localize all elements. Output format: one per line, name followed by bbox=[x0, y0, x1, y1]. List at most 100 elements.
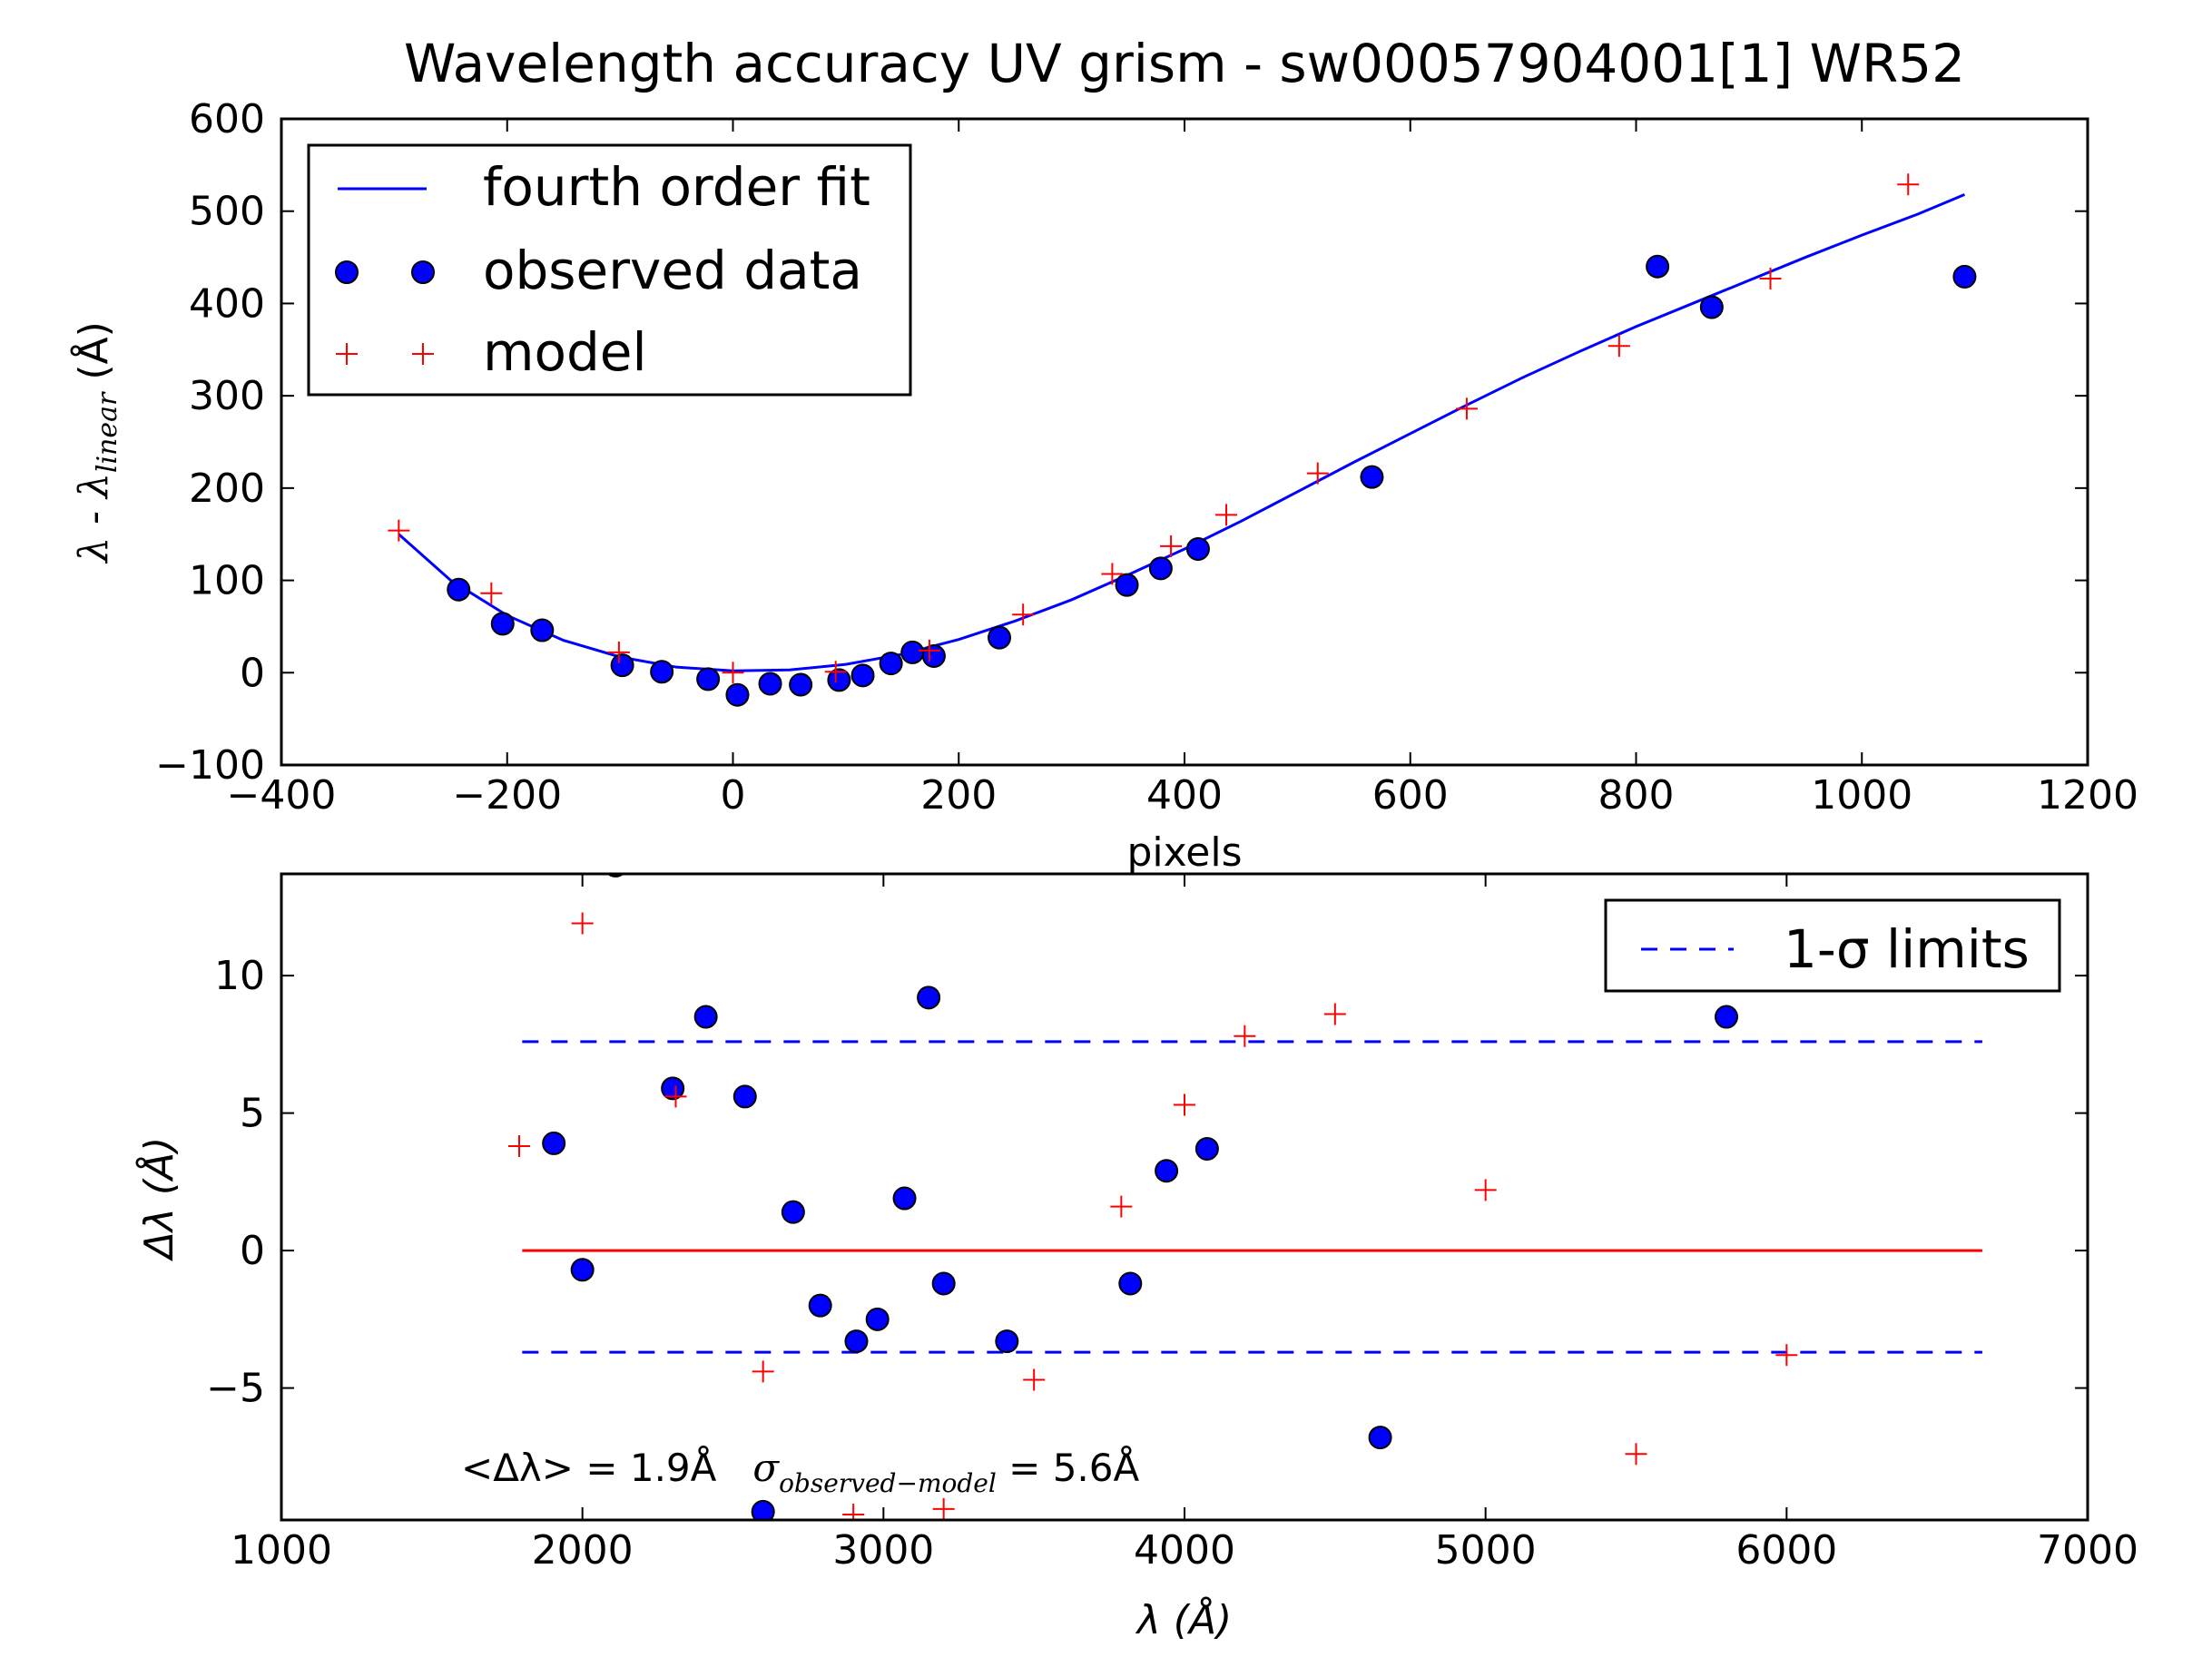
residual-observed-point bbox=[693, 1005, 718, 1029]
model-point bbox=[388, 519, 410, 542]
residual-model-point bbox=[1110, 1195, 1133, 1218]
top-x-tick-label: −200 bbox=[452, 772, 562, 819]
bottom-legend: 1-σ limits bbox=[1604, 898, 2061, 993]
top-y-tick-label: 200 bbox=[189, 466, 265, 512]
legend-observed-marker bbox=[335, 260, 359, 284]
top-x-tick-label: 1000 bbox=[1811, 772, 1912, 819]
top-x-tick-label: −400 bbox=[227, 772, 337, 819]
top-y-tick-label: 600 bbox=[189, 96, 265, 142]
legend-model-marker bbox=[336, 343, 434, 365]
residual-observed-point bbox=[1715, 1005, 1738, 1029]
model-point bbox=[1012, 603, 1035, 626]
residual-observed-point bbox=[542, 1131, 566, 1155]
residual-observed-point bbox=[995, 1329, 1019, 1354]
legend-fit-label: fourth order fit bbox=[483, 156, 870, 218]
bottom-x-tick-label: 6000 bbox=[1735, 1527, 1837, 1574]
residual-model-point bbox=[1023, 1368, 1046, 1391]
top-y-label-prefix: λ - λ bbox=[71, 473, 117, 564]
residual-model-point bbox=[932, 1497, 955, 1520]
bottom-axis-ticks: 1000 2000 3000 4000 5000 6000 7000 −5 0 5 10 bbox=[206, 874, 2138, 1574]
bottom-chart: 1000 2000 3000 4000 5000 6000 7000 −5 0 5 10 λ (Å)… bbox=[134, 872, 2138, 1643]
top-y-axis-label: λ - λlinear (Å) bbox=[69, 321, 123, 564]
top-y-tick-label: 400 bbox=[189, 280, 265, 327]
residual-observed-point bbox=[892, 1186, 917, 1211]
observed-point bbox=[758, 672, 782, 696]
legend-observed-marker bbox=[411, 260, 435, 284]
model-point bbox=[1455, 397, 1478, 420]
observed-point bbox=[1360, 465, 1384, 489]
bottom-y-tick-label: −5 bbox=[206, 1366, 265, 1412]
residual-observed-point bbox=[781, 1200, 805, 1224]
legend-observed-label: observed data bbox=[483, 240, 862, 301]
model-point bbox=[1607, 335, 1630, 358]
residual-model-point bbox=[1775, 1344, 1798, 1367]
observed-point bbox=[1952, 264, 1977, 289]
residual-model-point bbox=[1174, 1093, 1195, 1116]
bottom-y-axis-label: Δλ (Å) bbox=[134, 1137, 182, 1262]
model-point bbox=[1101, 563, 1124, 585]
bottom-x-tick-label: 2000 bbox=[532, 1527, 634, 1574]
bottom-plot-marks bbox=[508, 874, 1982, 1520]
model-point bbox=[1160, 534, 1183, 557]
top-y-tick-label: 300 bbox=[189, 373, 265, 419]
residual-model-point bbox=[508, 1134, 531, 1157]
bottom-y-tick-label: 5 bbox=[240, 1091, 265, 1137]
bottom-x-tick-label: 5000 bbox=[1435, 1527, 1537, 1574]
observed-point bbox=[879, 652, 903, 676]
model-point bbox=[480, 582, 503, 604]
top-x-tick-label: 600 bbox=[1372, 772, 1449, 819]
top-y-tick-label: 100 bbox=[189, 558, 265, 604]
bottom-x-tick-label: 7000 bbox=[2037, 1527, 2138, 1574]
bottom-y-tick-label: 10 bbox=[214, 953, 265, 999]
legend-model-label: model bbox=[483, 321, 647, 383]
residual-model-point bbox=[1234, 1025, 1256, 1047]
observed-point bbox=[530, 618, 555, 642]
residual-observed-point bbox=[844, 1329, 869, 1354]
sigma-subscript: observed−model bbox=[779, 1468, 997, 1498]
residual-model-point bbox=[1474, 1179, 1497, 1201]
chart-title: Wavelength accuracy UV grism - sw0005790… bbox=[404, 33, 1965, 94]
residual-model-point bbox=[1323, 1003, 1346, 1025]
top-legend: fourth order fit observed data model bbox=[307, 143, 912, 397]
observed-point bbox=[789, 672, 813, 697]
residual-model-point bbox=[664, 1085, 687, 1108]
statistics-annotation: <Δλ> = 1.9Å σobserved−model = 5.6Å bbox=[461, 1445, 1139, 1498]
bottom-y-tick-label: 0 bbox=[240, 1228, 265, 1274]
model-point bbox=[918, 639, 940, 662]
top-x-tick-label: 200 bbox=[920, 772, 997, 819]
observed-point bbox=[1699, 295, 1724, 319]
model-point bbox=[824, 661, 847, 683]
top-y-tick-label: −100 bbox=[155, 742, 265, 789]
top-x-axis-label: pixels bbox=[1126, 829, 1242, 876]
residual-observed-point bbox=[865, 1307, 890, 1331]
residual-observed-point bbox=[917, 985, 941, 1010]
top-y-tick-label: 500 bbox=[189, 189, 265, 235]
bottom-x-tick-label: 4000 bbox=[1134, 1527, 1235, 1574]
residual-observed-point bbox=[1118, 1271, 1143, 1296]
residual-model-point bbox=[842, 1503, 865, 1520]
residual-observed-point bbox=[1368, 1426, 1392, 1450]
observed-point bbox=[650, 660, 674, 684]
sigma-value-text: = 5.6Å bbox=[997, 1445, 1140, 1490]
residual-observed-point bbox=[661, 1076, 685, 1101]
model-point bbox=[1759, 267, 1782, 289]
residual-observed-point bbox=[808, 1293, 832, 1318]
top-axis-ticks: −400 −200 0 200 400 600 800 1000 1200 −100 0 100 200… bbox=[155, 96, 2138, 819]
observed-point bbox=[490, 612, 515, 636]
model-point bbox=[1215, 504, 1238, 526]
observed-point bbox=[850, 663, 875, 688]
top-x-tick-label: 0 bbox=[721, 772, 746, 819]
top-x-tick-label: 1200 bbox=[2037, 772, 2138, 819]
top-y-label-suffix: (Å) bbox=[69, 321, 117, 392]
model-point bbox=[607, 641, 630, 663]
top-x-tick-label: 800 bbox=[1598, 772, 1675, 819]
bottom-legend-box bbox=[1604, 898, 2061, 993]
observed-point bbox=[447, 577, 471, 602]
top-chart: Wavelength accuracy UV grism - sw0005790… bbox=[69, 33, 2138, 876]
observed-point bbox=[921, 643, 946, 668]
observed-point bbox=[1185, 536, 1210, 561]
model-point bbox=[1897, 173, 1920, 196]
residual-model-point bbox=[571, 912, 594, 935]
observed-point bbox=[1115, 573, 1139, 597]
